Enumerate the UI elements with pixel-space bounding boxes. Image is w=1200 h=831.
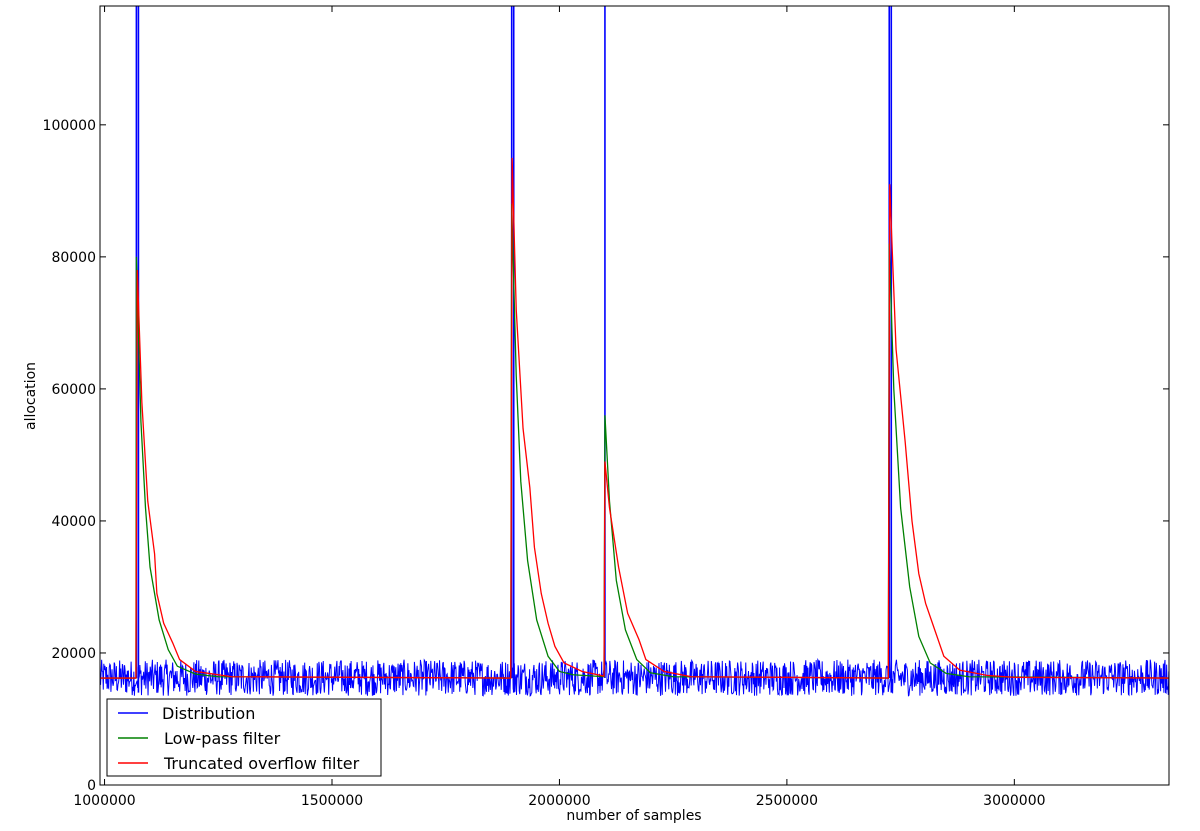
x-tick-label: 3000000 xyxy=(983,793,1045,809)
axes-layer: 1000000 1500000 2000000 2500000 3000000 0 2000… xyxy=(43,5,1170,809)
series-low-pass-line xyxy=(100,204,1169,679)
x-tick-label: 1000000 xyxy=(73,793,135,809)
y-tick-label: 40000 xyxy=(51,514,96,530)
series-truncated-overflow-line xyxy=(100,157,1169,679)
y-tick-label: 0 xyxy=(87,778,96,794)
x-tick-label: 1500000 xyxy=(301,793,363,809)
x-axis-label: number of samples xyxy=(566,808,701,824)
plot-layer xyxy=(100,6,1169,697)
legend-box xyxy=(106,698,382,777)
y-tick-label: 60000 xyxy=(51,382,96,398)
x-tick-label: 2500000 xyxy=(756,793,818,809)
y-tick-label: 100000 xyxy=(43,118,96,134)
legend-label-low-pass: Low-pass filter xyxy=(164,729,281,748)
x-tick-label: 2000000 xyxy=(528,793,590,809)
y-tick-label: 80000 xyxy=(51,250,96,266)
legend: Distribution Low-pass filter Truncated o… xyxy=(106,698,382,777)
y-axis-label: allocation xyxy=(23,362,39,430)
legend-label-distribution: Distribution xyxy=(162,704,255,723)
series-distribution-noise xyxy=(100,657,1169,697)
legend-label-truncated-overflow: Truncated overflow filter xyxy=(163,754,360,773)
plot-frame xyxy=(99,5,1170,786)
y-tick-label: 20000 xyxy=(51,646,96,662)
